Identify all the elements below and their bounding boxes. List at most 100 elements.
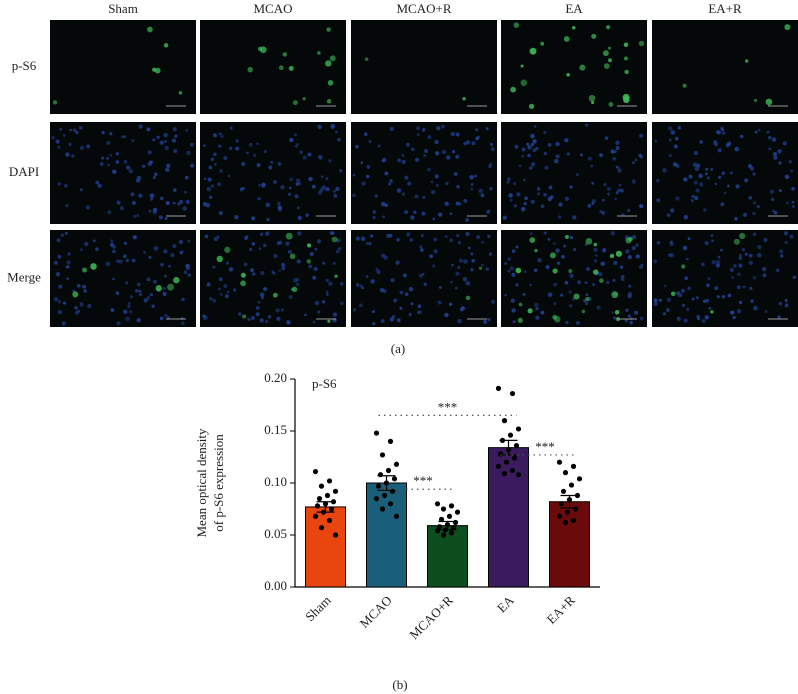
data-point [438,516,445,523]
nucleus [216,235,220,239]
nucleus [683,318,688,323]
data-point [387,501,394,507]
nucleus [666,213,671,218]
nucleus [124,241,127,245]
nucleus [768,135,772,140]
nucleus [328,281,333,286]
nucleus [515,245,519,249]
nucleus [586,267,591,272]
data-point [562,470,569,476]
micrograph [351,230,497,327]
nucleus [328,159,332,163]
nucleus [381,201,386,207]
y-tick-label: 0.15 [264,422,287,437]
data-point [448,503,455,509]
nucleus [352,193,356,198]
nucleus [383,255,389,261]
nucleus [543,192,547,197]
nucleus [390,278,395,283]
stained-cell [272,292,278,298]
nucleus [603,183,607,187]
stained-cell [306,259,312,264]
nucleus [64,231,68,235]
nucleus [488,164,492,169]
nucleus [277,205,282,210]
nucleus [727,293,732,298]
nucleus [711,239,714,243]
nucleus [653,301,658,307]
nucleus [441,124,445,129]
nucleus [438,285,442,289]
nucleus [66,260,71,265]
nucleus [754,130,758,134]
nucleus [218,144,222,148]
stained-cell [611,291,619,299]
nucleus [112,249,116,254]
nucleus [507,257,512,261]
nucleus [54,261,58,265]
y-tick-label: 0.05 [264,526,287,541]
nucleus [251,242,256,246]
nucleus [489,142,494,146]
stained-cell [317,51,321,55]
nucleus [511,272,516,277]
nucleus [352,308,357,312]
nucleus [332,312,338,317]
nucleus [590,164,594,168]
data-point [446,513,453,519]
stained-cell [325,60,332,67]
nucleus [629,320,633,325]
data-point [379,452,386,458]
nucleus [422,129,425,132]
nucleus [639,316,644,321]
nucleus [172,201,176,205]
nucleus [238,312,242,316]
nucleus [635,254,640,259]
nucleus [790,169,794,173]
nucleus [465,217,470,222]
nucleus [66,265,70,269]
nucleus [332,261,336,265]
nucleus [138,289,142,293]
data-point [320,509,327,515]
data-point [495,463,502,469]
nucleus [165,167,170,172]
nucleus [791,186,795,191]
nucleus [208,165,213,170]
nucleus [69,128,72,132]
nucleus [454,286,458,290]
nucleus [372,310,375,314]
nucleus [791,200,795,204]
nucleus [749,286,753,291]
nucleus [255,305,260,310]
data-point [383,480,390,486]
stained-cell [602,50,609,57]
nucleus [180,316,184,321]
nucleus [53,297,59,302]
nucleus [716,130,722,135]
nucleus [130,295,134,299]
nucleus [634,310,639,315]
nucleus [696,314,700,319]
nucleus [757,244,762,250]
nucleus [404,292,409,296]
nucleus [156,135,160,139]
nucleus [317,190,323,196]
y-tick-label: 0.20 [264,370,287,385]
nucleus [705,298,710,303]
nucleus [203,177,207,181]
stained-cell [710,310,714,314]
data-point [568,482,575,488]
stained-cell [739,232,746,240]
nucleus [143,250,146,254]
nucleus [429,254,434,259]
nucleus [244,235,249,241]
nucleus [190,163,195,168]
nucleus [101,156,105,160]
nucleus [325,177,329,181]
nucleus [710,168,714,171]
stained-cell [515,267,522,274]
nucleus [625,249,630,254]
nucleus [619,188,624,193]
